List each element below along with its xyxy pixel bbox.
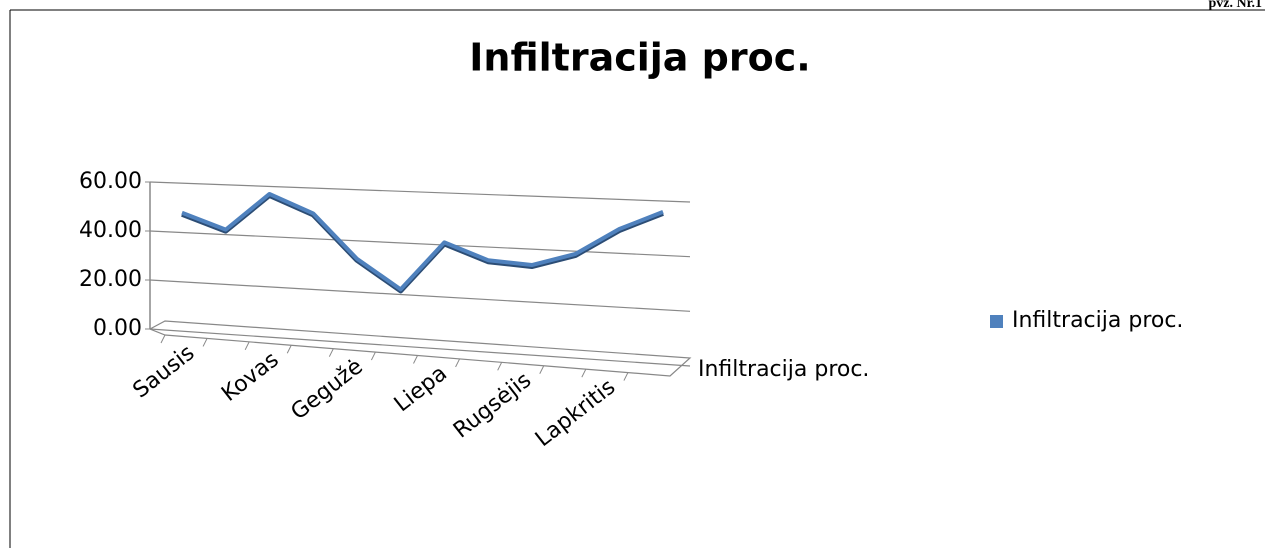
- x-tick-label: Liepa: [390, 361, 452, 417]
- y-tick-label: 60.00: [79, 169, 142, 194]
- x-tick: [539, 365, 545, 374]
- x-tick-label: Sausis: [129, 340, 200, 403]
- series-line: [181, 191, 664, 292]
- page-label: pvz. Nr.1: [1208, 0, 1262, 11]
- y-tick-label: 40.00: [79, 218, 142, 243]
- x-tick: [328, 348, 334, 357]
- x-tick: [202, 338, 208, 347]
- depth-axis-label: Infiltracija proc.: [698, 357, 869, 382]
- grid-line: [149, 279, 691, 312]
- x-tick-label: Lapkritis: [531, 375, 620, 452]
- x-tick: [286, 345, 292, 354]
- y-tick-label: 0.00: [93, 316, 142, 341]
- grid-line: [149, 181, 691, 203]
- x-tick: [244, 341, 250, 351]
- y-tick-label: 20.00: [79, 267, 142, 292]
- x-tick: [370, 351, 376, 361]
- x-tick-label: Kovas: [217, 347, 283, 407]
- x-tick: [581, 368, 587, 378]
- x-tick: [623, 372, 629, 381]
- floor: [148, 320, 692, 377]
- x-tick: [413, 355, 418, 364]
- legend-swatch: [990, 315, 1003, 328]
- grid-line: [149, 328, 691, 367]
- x-tick-label: Rugsėjis: [449, 368, 536, 444]
- chart-title: Infiltracija proc.: [469, 36, 810, 80]
- x-tick: [455, 358, 461, 368]
- legend-label: Infiltracija proc.: [1012, 308, 1183, 333]
- x-tick-label: Gegužė: [287, 354, 368, 425]
- grid-line: [149, 230, 691, 258]
- x-tick: [497, 362, 503, 371]
- x-tick: [160, 334, 166, 344]
